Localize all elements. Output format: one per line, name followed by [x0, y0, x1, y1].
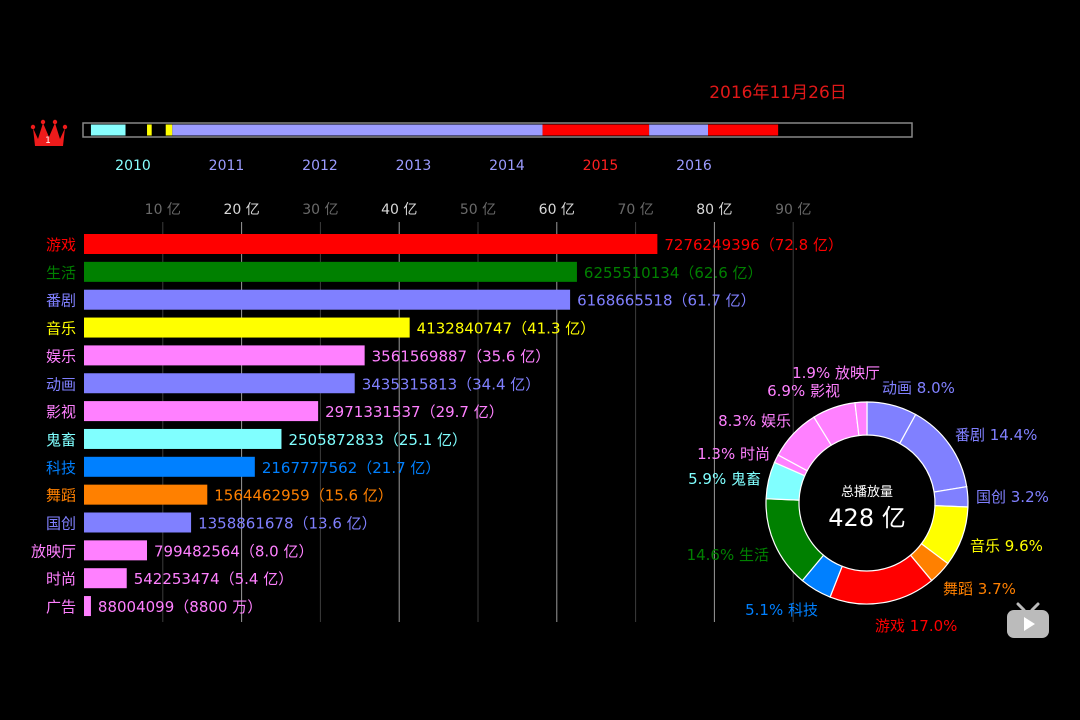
bar-value-label: 799482564（8.0 亿） [154, 542, 314, 560]
donut-slice-label: 国创 3.2% [976, 488, 1049, 506]
donut-slice-label: 舞蹈 3.7% [943, 580, 1016, 598]
timeline-year-2010: 2010 [115, 158, 151, 174]
timeline-segment-5 [649, 124, 709, 136]
bar [84, 373, 355, 394]
bar-value-label: 7276249396（72.8 亿） [664, 236, 843, 254]
donut-slice-label: 14.6% 生活 [687, 546, 769, 564]
bar-category-label: 放映厅 [31, 542, 76, 560]
bar [84, 345, 365, 366]
crown-icon [30, 119, 68, 146]
bar-value-label: 6255510134（62.6 亿） [584, 264, 763, 282]
date-label: 2016年11月26日 [709, 83, 847, 103]
bar-category-label: 音乐 [46, 320, 76, 338]
bar [84, 234, 658, 254]
x-tick-label: 90 亿 [775, 202, 811, 218]
bar-category-label: 国创 [46, 515, 76, 533]
bar [84, 401, 319, 422]
bar-value-label: 2167777562（21.7 亿） [262, 459, 441, 477]
bar [84, 596, 91, 617]
bar-category-label: 舞蹈 [46, 487, 76, 505]
donut-slice-label: 游戏 17.0% [875, 617, 957, 635]
bar [84, 512, 192, 533]
bar-value-label: 542253474（5.4 亿） [134, 570, 294, 588]
bar-category-label: 动画 [46, 375, 76, 393]
timeline-segments [90, 124, 779, 136]
bar-value-label: 4132840747（41.3 亿） [417, 320, 596, 338]
bar-category-label: 影视 [46, 403, 76, 421]
donut-slice-label: 1.3% 时尚 [697, 445, 770, 463]
x-tick-label: 70 亿 [617, 202, 653, 218]
bar-chart: 游戏 7276249396（72.8 亿） 生活 6255510134（62.6 亿）… [31, 234, 843, 617]
timeline-year-2011: 2011 [209, 158, 245, 174]
bar-category-label: 鬼畜 [46, 431, 76, 449]
x-tick-label: 30 亿 [302, 202, 338, 218]
bar-category-label: 广告 [46, 598, 76, 616]
timeline-segment-1 [147, 124, 152, 136]
bar-value-label: 88004099（8800 万） [98, 598, 262, 616]
timeline-track [82, 122, 913, 138]
x-tick-label: 40 亿 [381, 202, 417, 218]
x-tick-label: 50 亿 [460, 202, 496, 218]
timeline-year-2012: 2012 [302, 158, 338, 174]
bar-value-label: 2505872833（25.1 亿） [288, 431, 467, 449]
timeline-segment-4 [542, 124, 650, 136]
donut-slice-label: 音乐 9.6% [970, 537, 1043, 555]
donut-slice-label: 6.9% 影视 [767, 382, 840, 400]
bar-value-label: 1358861678（13.6 亿） [198, 515, 377, 533]
timeline-year-2016: 2016 [676, 158, 712, 174]
donut-center-value: 428 亿 [828, 504, 905, 532]
timeline-segment-2 [165, 124, 173, 136]
bar-value-label: 3561569887（35.6 亿） [372, 347, 551, 365]
bar [84, 540, 147, 561]
bar [84, 484, 208, 505]
x-tick-label: 10 亿 [145, 202, 181, 218]
bar [84, 261, 577, 282]
timeline-year-2013: 2013 [396, 158, 432, 174]
bar [84, 428, 282, 449]
donut-slice [854, 401, 868, 437]
timeline-segment-3 [172, 124, 543, 136]
bar-category-label: 科技 [46, 459, 76, 477]
donut-slice-label: 5.1% 科技 [745, 601, 818, 619]
donut-slice-label: 8.3% 娱乐 [718, 412, 791, 430]
bar-category-label: 时尚 [46, 570, 76, 588]
timeline-year-2014: 2014 [489, 158, 525, 174]
bar [84, 289, 571, 310]
bar-chart-grid: 10 亿 20 亿 30 亿 40 亿 50 亿 60 亿 70 亿 80 亿 90 亿 [145, 202, 811, 622]
rank-number: 1 [45, 136, 51, 146]
donut-slice-label: 1.9% 放映厅 [792, 364, 880, 382]
x-tick-label: 60 亿 [539, 202, 575, 218]
donut-chart: 动画 8.0% 番剧 14.4% 国创 3.2% 音乐 9.6% 舞蹈 3.7% 游戏 1… [687, 364, 1049, 635]
timeline-segment-6 [708, 124, 779, 136]
bar [84, 317, 410, 338]
timeline-year-2015: 2015 [583, 158, 619, 174]
bar [84, 568, 127, 589]
donut-slice-label: 番剧 14.4% [955, 426, 1037, 444]
timeline-year-labels: 2010 2011 2012 2013 2014 2015 2016 [115, 158, 712, 174]
timeline-segment-0 [90, 124, 126, 136]
bar-value-label: 3435315813（34.4 亿） [362, 375, 541, 393]
donut-center-label: 总播放量 [841, 485, 893, 500]
bar-value-label: 1564462959（15.6 亿） [214, 487, 393, 505]
donut-slice-label: 动画 8.0% [882, 379, 955, 397]
x-tick-label: 80 亿 [696, 202, 732, 218]
donut-slice [829, 554, 933, 605]
bar-category-label: 游戏 [46, 236, 76, 254]
bar-category-label: 番剧 [46, 292, 76, 310]
bar-category-label: 娱乐 [46, 347, 76, 365]
bar-value-label: 6168665518（61.7 亿） [577, 292, 756, 310]
bar-category-label: 生活 [46, 264, 76, 282]
bar-value-label: 2971331537（29.7 亿） [325, 403, 504, 421]
donut-slice-label: 5.9% 鬼畜 [688, 470, 761, 488]
x-tick-label: 20 亿 [223, 202, 259, 218]
tv-logo-icon [1007, 602, 1049, 638]
bar [84, 456, 255, 477]
